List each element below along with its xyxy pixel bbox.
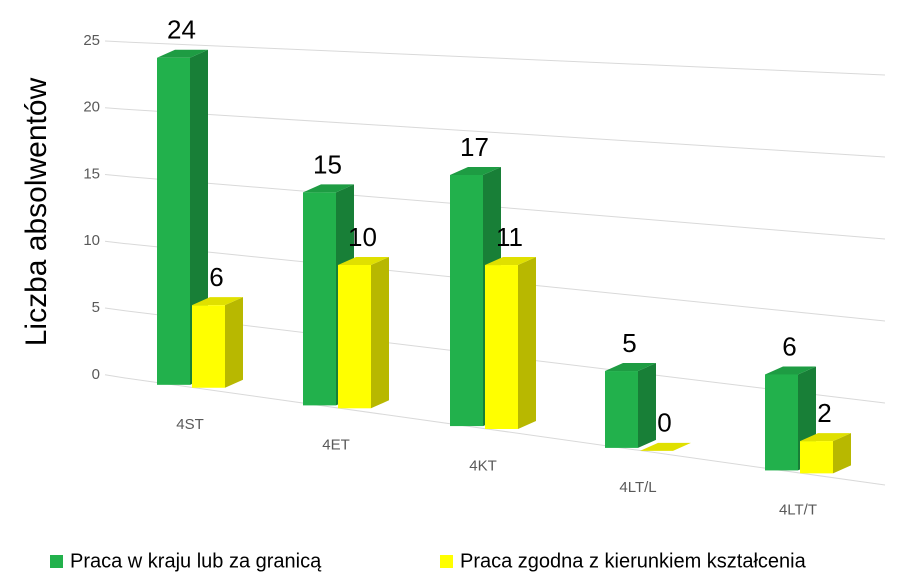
value-label: 17 [460, 132, 489, 162]
bar [765, 374, 798, 471]
x-tick-label: 4ET [322, 437, 350, 454]
bar [192, 305, 225, 388]
grid-line [104, 240, 886, 322]
x-tick-label: 4ST [176, 416, 204, 433]
bar [485, 265, 518, 430]
bar-side [371, 256, 389, 409]
y-tick-label: 5 [92, 299, 100, 316]
bar [303, 192, 336, 406]
bar [338, 264, 371, 409]
value-label: 6 [782, 331, 796, 361]
y-axis-title: Liczba absolwentów [20, 77, 53, 346]
bar-top [192, 297, 243, 306]
grid-line [104, 174, 886, 240]
bar-top [800, 433, 851, 442]
grid-line [104, 374, 886, 486]
bar-top [485, 257, 536, 266]
legend-label: Praca zgodna z kierunkiem kształcenia [460, 550, 807, 572]
bar [157, 57, 190, 385]
bar-top [338, 256, 389, 265]
grid-line [104, 107, 886, 158]
x-tick-label: 4KT [469, 457, 497, 474]
value-label: 0 [657, 408, 671, 438]
bar-side [225, 297, 243, 388]
x-tick-label: 4LT/L [619, 479, 656, 496]
value-label: 2 [817, 398, 831, 428]
legend-swatch [50, 555, 63, 568]
value-label: 15 [313, 149, 342, 179]
y-tick-label: 0 [92, 366, 100, 383]
bar-top [303, 184, 354, 193]
legend-swatch [440, 555, 453, 568]
bar-side [638, 363, 656, 448]
bar [450, 174, 483, 427]
bar-top [605, 363, 656, 372]
y-tick-label: 15 [83, 165, 100, 182]
legend-label: Praca w kraju lub za granicą [70, 550, 322, 572]
y-tick-label: 10 [83, 232, 100, 249]
bar-side [833, 433, 851, 474]
value-label: 5 [622, 328, 636, 358]
bar-top [450, 166, 501, 175]
y-tick-label: 20 [83, 99, 100, 116]
value-label: 24 [167, 15, 196, 45]
bar-top [157, 49, 208, 58]
bar-top [765, 366, 816, 375]
bar-top [640, 442, 691, 451]
bar-side [518, 257, 536, 430]
value-label: 11 [496, 222, 523, 252]
value-label: 10 [348, 222, 377, 252]
y-tick-label: 25 [83, 32, 100, 49]
x-tick-label: 4LT/T [779, 502, 817, 519]
grid-line [104, 40, 886, 76]
bar [800, 441, 833, 474]
value-label: 6 [209, 262, 223, 292]
bar [605, 371, 638, 448]
